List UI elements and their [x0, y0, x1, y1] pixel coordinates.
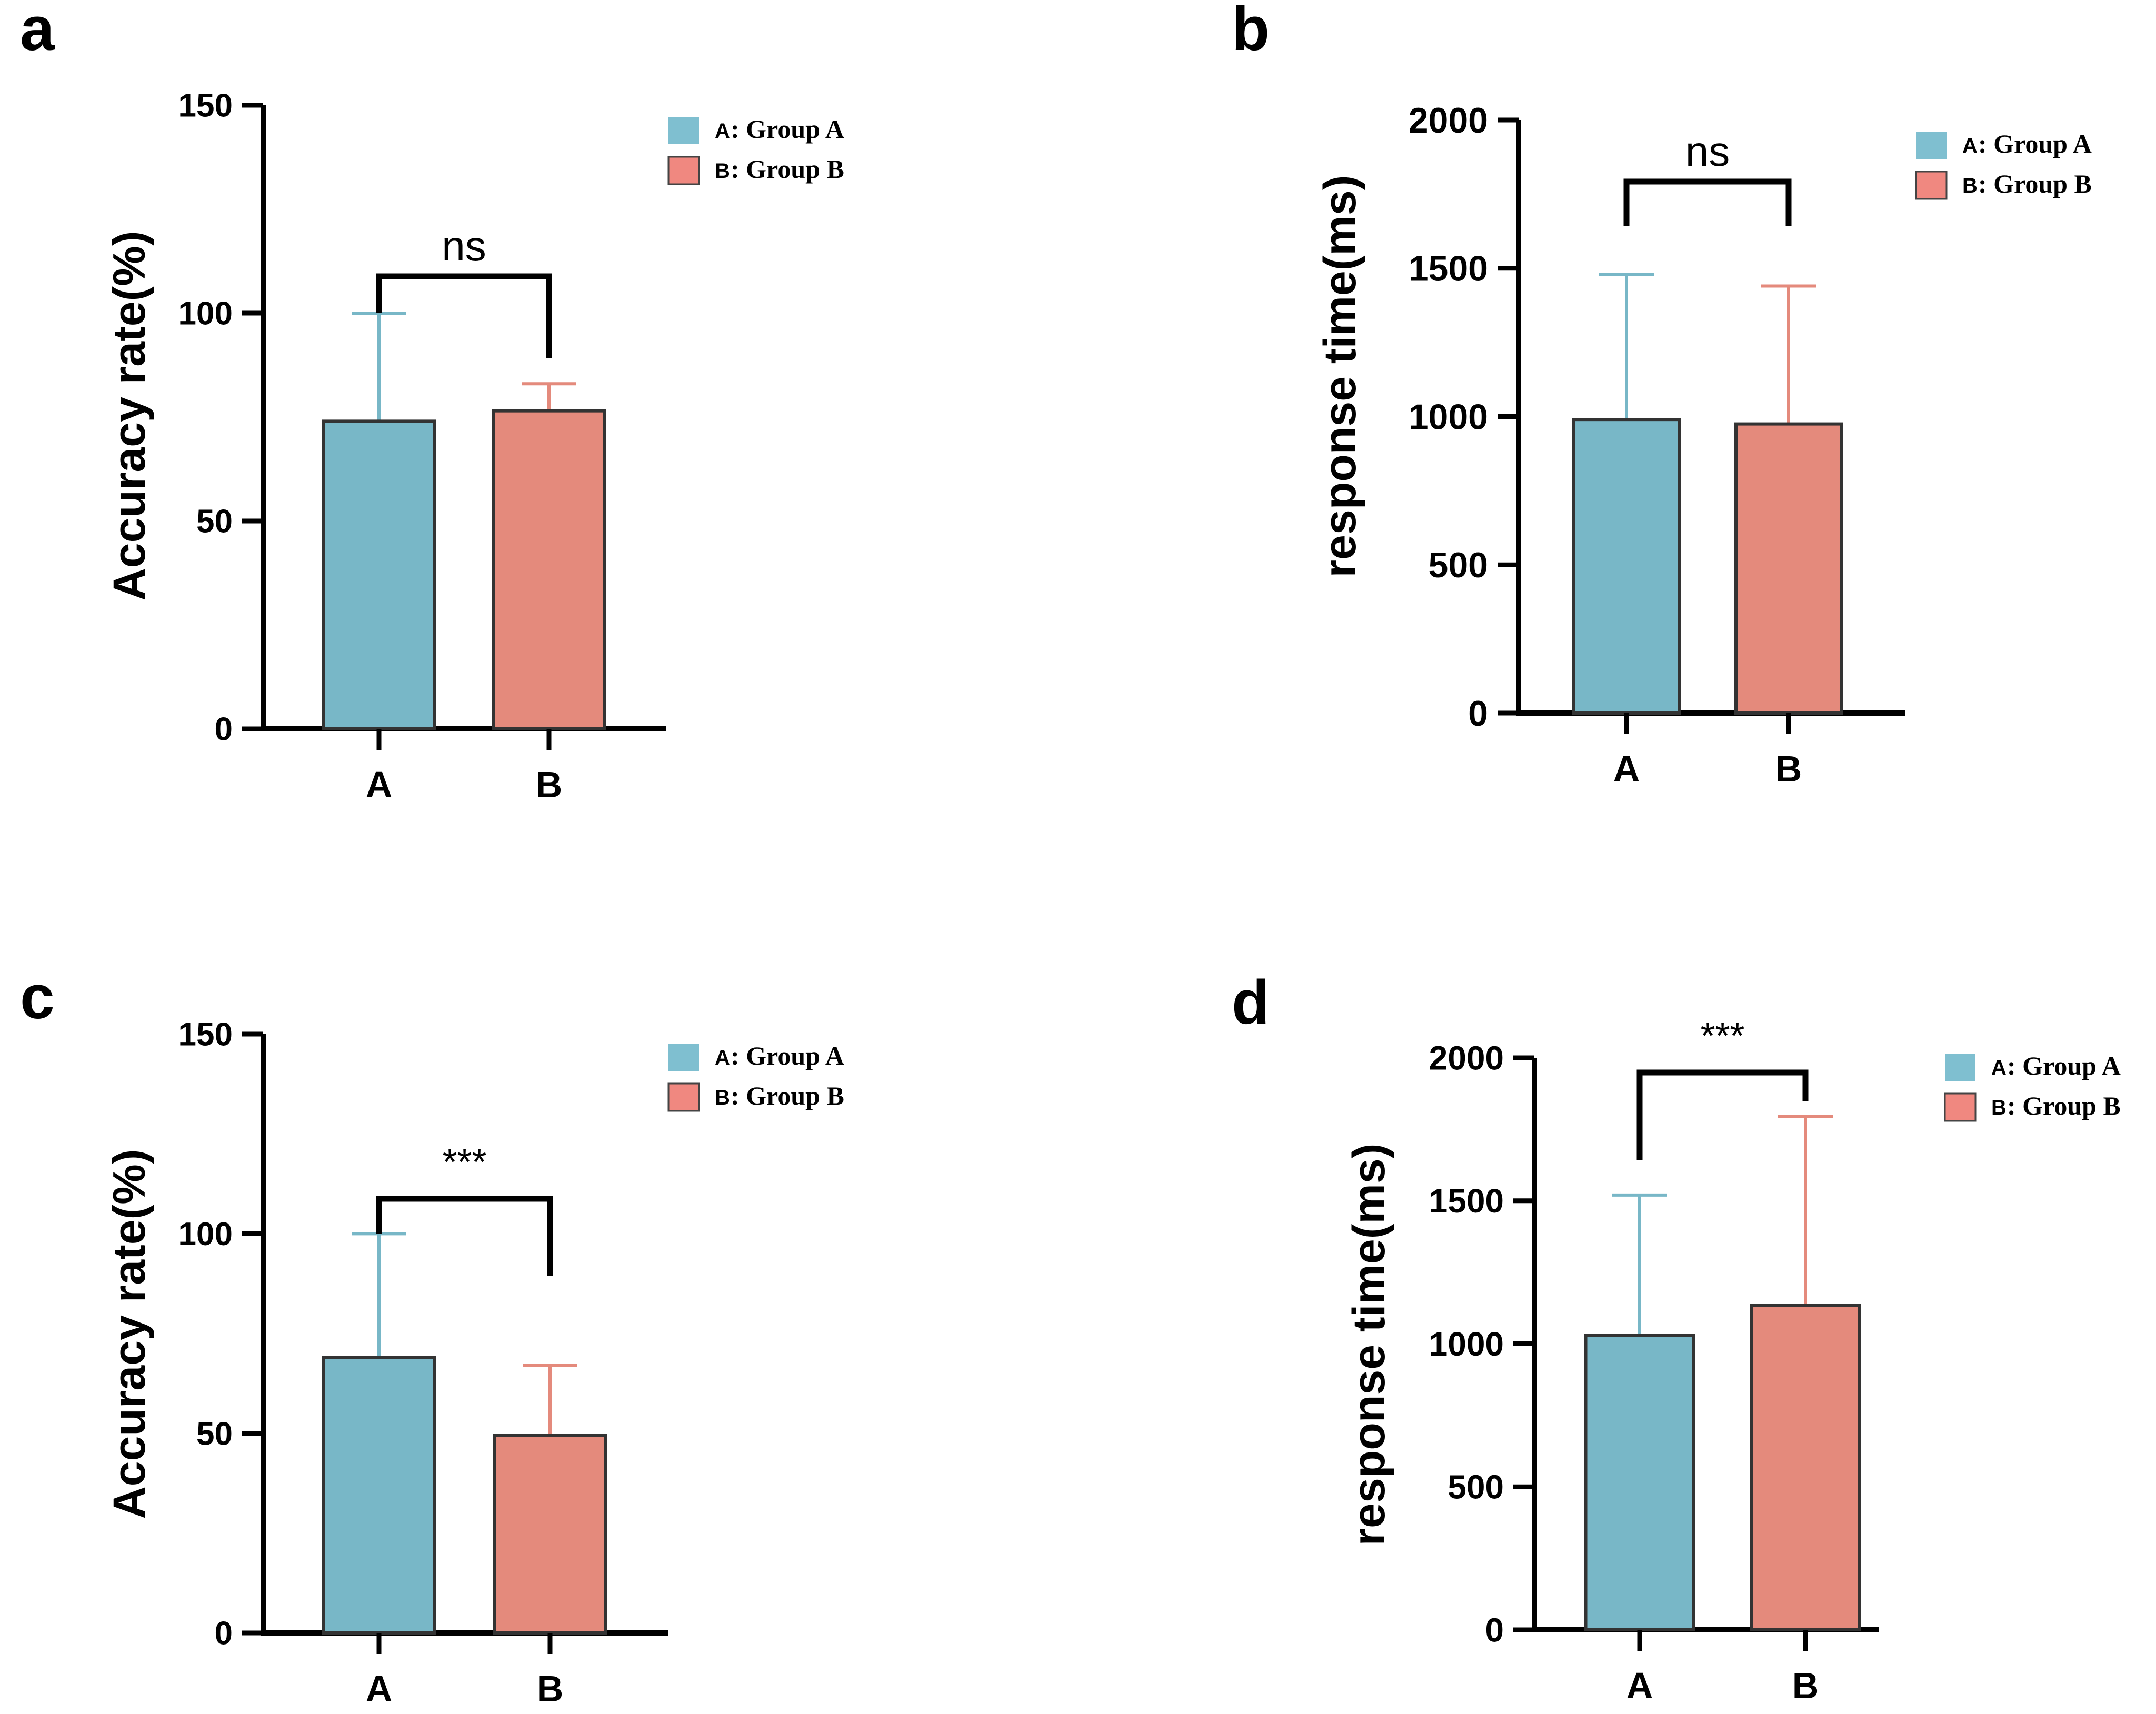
panel-letter: b — [1232, 0, 1270, 64]
legend-key-A: A — [1962, 134, 1978, 157]
legend-label-B: : Group B — [1978, 169, 2092, 198]
y-tick-label: 0 — [1485, 1611, 1504, 1649]
legend-swatch-A — [1945, 1054, 1975, 1081]
y-tick-label: 2000 — [1429, 1039, 1504, 1077]
x-tick-label-B: B — [536, 764, 563, 805]
x-tick-label-B: B — [1792, 1665, 1819, 1706]
significance-bracket — [1623, 178, 1792, 226]
x-tick-label-A: A — [366, 764, 393, 805]
y-tick-label: 150 — [178, 1017, 233, 1053]
x-tick-label-A: A — [366, 1668, 393, 1709]
y-axis-label: response time(ms) — [1344, 1144, 1394, 1546]
legend-key-B: B — [1991, 1096, 2007, 1119]
legend-label-B: : Group B — [731, 1081, 844, 1110]
significance-bracket — [376, 1196, 553, 1276]
bar-B — [1750, 1304, 1861, 1631]
legend-swatch-A — [1916, 132, 1947, 159]
legend-label-B: : Group B — [2007, 1091, 2121, 1120]
y-axis-label: Accuracy rate(%) — [104, 231, 155, 601]
significance-bracket — [1636, 1069, 1809, 1160]
legend-key-B: B — [715, 1086, 730, 1109]
significance-label: ns — [442, 223, 486, 269]
legend-label-A: : Group A — [731, 114, 844, 144]
legend-key-B: B — [1962, 174, 1978, 197]
bar-B — [493, 1434, 607, 1635]
y-axis-label: response time(ms) — [1315, 175, 1365, 578]
legend-key-B: B — [715, 159, 730, 183]
x-tick-label-A: A — [1613, 748, 1640, 789]
y-tick-label: 100 — [178, 1216, 233, 1252]
bar-A — [322, 1356, 436, 1635]
y-tick-label: 2000 — [1409, 101, 1488, 141]
y-tick-label: 0 — [1468, 694, 1488, 734]
bar-A — [1572, 418, 1681, 715]
significance-label: ns — [1685, 128, 1730, 175]
panel-letter: d — [1232, 968, 1270, 1037]
y-tick-label: 100 — [178, 296, 233, 332]
significance-label: *** — [442, 1141, 486, 1184]
y-tick-label: 1500 — [1409, 249, 1488, 289]
x-tick-label-B: B — [1775, 748, 1802, 789]
bar-A — [322, 419, 436, 730]
y-tick-label: 1000 — [1409, 397, 1488, 437]
y-tick-label: 500 — [1429, 545, 1488, 585]
y-axis-label: Accuracy rate(%) — [104, 1149, 155, 1519]
panel-letter: a — [20, 0, 55, 64]
significance-bracket — [376, 273, 552, 358]
y-tick-label: 150 — [178, 88, 233, 124]
legend-swatch-B — [1915, 171, 1948, 200]
significance-label: *** — [1700, 1015, 1744, 1057]
legend-key-A: A — [1991, 1056, 2007, 1079]
legend-swatch-B — [1944, 1092, 1977, 1122]
legend-swatch-B — [667, 1082, 700, 1112]
y-tick-label: 1500 — [1429, 1182, 1504, 1220]
bar-B — [492, 409, 606, 730]
bar-A — [1584, 1334, 1695, 1632]
legend-key-A: A — [715, 1046, 730, 1069]
bar-B — [1734, 422, 1843, 715]
legend-swatch-B — [667, 156, 700, 185]
y-tick-label: 1000 — [1429, 1325, 1504, 1363]
x-tick-label-A: A — [1626, 1665, 1653, 1706]
panel-letter: c — [20, 963, 55, 1032]
legend-key-A: A — [715, 119, 730, 143]
y-tick-label: 50 — [196, 504, 233, 540]
y-tick-label: 500 — [1448, 1468, 1504, 1506]
legend-label-A: : Group A — [1978, 129, 2092, 158]
legend-label-A: : Group A — [2007, 1051, 2121, 1080]
legend-swatch-A — [668, 117, 699, 144]
legend-swatch-A — [668, 1044, 699, 1071]
legend-label-A: : Group A — [731, 1041, 844, 1070]
y-tick-label: 0 — [215, 711, 233, 748]
x-tick-label-B: B — [537, 1668, 564, 1709]
legend-label-B: : Group B — [731, 154, 844, 184]
y-tick-label: 50 — [196, 1416, 233, 1452]
y-tick-label: 0 — [215, 1616, 233, 1652]
